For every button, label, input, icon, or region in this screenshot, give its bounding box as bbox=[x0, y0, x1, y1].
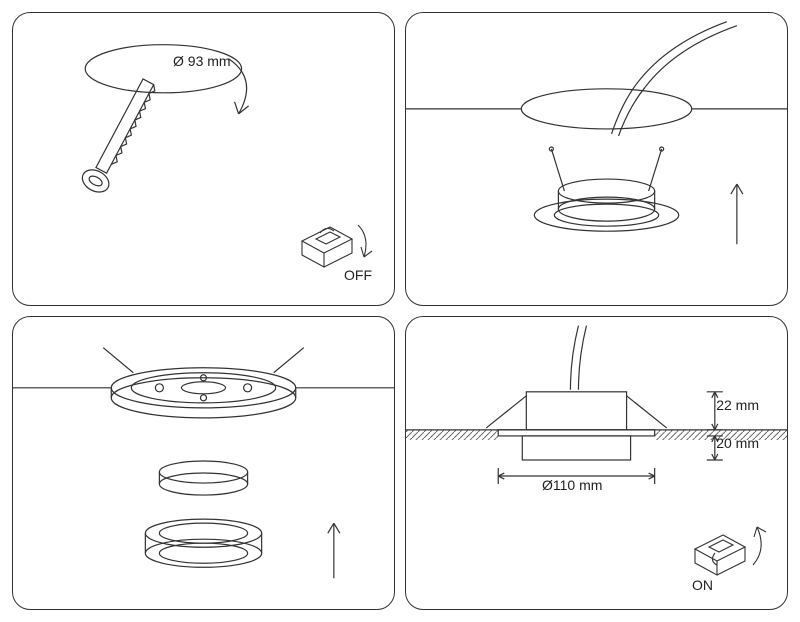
panel-step-1: Ø 93 mm OFF bbox=[12, 12, 395, 306]
step2-illustration bbox=[406, 13, 787, 305]
switch-on-label: ON bbox=[692, 577, 713, 593]
panel-step-2 bbox=[405, 12, 788, 306]
dim-below-label: 20 mm bbox=[716, 435, 759, 451]
dim-diameter-label: Ø110 mm bbox=[542, 477, 602, 493]
panel-step-3 bbox=[12, 316, 395, 610]
switch-off-label: OFF bbox=[344, 267, 372, 283]
panel-step-4: 22 mm 20 mm Ø110 mm ON bbox=[405, 316, 788, 610]
hole-diameter-label: Ø 93 mm bbox=[173, 53, 231, 69]
step3-illustration bbox=[13, 317, 394, 609]
dim-above-label: 22 mm bbox=[716, 397, 759, 413]
